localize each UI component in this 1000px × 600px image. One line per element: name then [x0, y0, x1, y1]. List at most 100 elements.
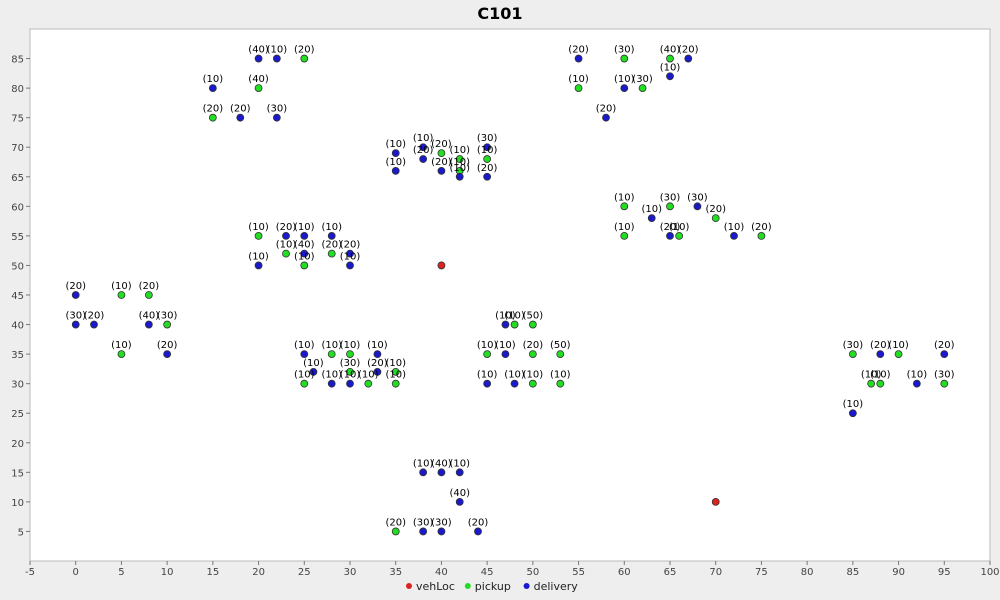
x-tick-label: 55 [572, 567, 585, 578]
delivery-point [419, 468, 428, 477]
delivery-point-label: (10) [641, 204, 662, 215]
delivery-point-label: (10) [385, 157, 406, 168]
y-tick-label: 60 [11, 202, 24, 213]
delivery-point [327, 379, 336, 388]
pickup-point-label: (50) [523, 311, 544, 322]
delivery-point [272, 54, 281, 63]
delivery-point [71, 320, 80, 329]
delivery-point [327, 231, 336, 240]
pickup-point [528, 320, 537, 329]
plot-area [29, 28, 991, 562]
delivery-point-label: (20) [230, 104, 251, 115]
delivery-point-label: (10) [660, 62, 681, 73]
delivery-point-label: (10) [449, 163, 470, 174]
pickup-point [483, 155, 492, 163]
delivery-point [419, 143, 428, 152]
pickup-point-label: (10) [523, 370, 544, 381]
delivery-point-label: (40) [294, 240, 315, 251]
y-tick-label: 55 [11, 232, 24, 243]
y-tick-label: 85 [11, 55, 24, 66]
pickup-point-label: (30) [632, 74, 653, 85]
delivery-point [574, 54, 583, 63]
delivery-point [848, 409, 857, 418]
delivery-point [437, 527, 446, 536]
y-tick-label: 10 [11, 498, 24, 509]
pickup-point [300, 261, 309, 270]
delivery-point-label: (10) [321, 370, 342, 381]
x-tick-label: 70 [709, 567, 722, 578]
delivery-point-label: (20) [367, 358, 388, 369]
delivery-point [346, 261, 354, 270]
x-tick-label: 20 [252, 567, 265, 578]
pickup-point [528, 350, 537, 359]
legend-label-pickup: pickup [475, 580, 511, 593]
delivery-point [437, 468, 446, 477]
delivery-point [272, 113, 281, 122]
delivery-point [455, 172, 464, 181]
y-tick-label: 35 [11, 350, 24, 361]
pickup-point [711, 214, 720, 223]
pickup-point-label: (20) [751, 222, 772, 233]
delivery-point [300, 249, 309, 258]
delivery-point [666, 231, 674, 240]
pickup-point [666, 202, 674, 211]
pickup-point [254, 231, 263, 240]
delivery-point-label: (30) [65, 311, 86, 322]
delivery-point-label: (40) [139, 311, 160, 322]
delivery-point-label: (10) [477, 370, 498, 381]
pickup-point [117, 350, 126, 359]
pickup-point [117, 291, 126, 299]
pickup-point [556, 379, 565, 388]
delivery-point-label: (20) [596, 104, 617, 115]
delivery-point-label: (40) [248, 45, 269, 56]
legend-marker-pickup [464, 583, 471, 589]
y-tick-label: 5 [18, 527, 24, 538]
pickup-point-label: (20) [294, 45, 315, 56]
delivery-point-label: (20) [276, 222, 297, 233]
delivery-point-label: (30) [413, 517, 434, 528]
delivery-point-label: (20) [431, 157, 452, 168]
pickup-point [254, 84, 263, 93]
legend-label-vehLoc: vehLoc [416, 580, 455, 593]
pickup-point [163, 320, 172, 329]
vehLoc-point [711, 497, 720, 506]
x-tick-label: 90 [892, 567, 905, 578]
delivery-point-label: (10) [267, 45, 288, 56]
pickup-point [346, 350, 354, 359]
delivery-point [373, 367, 382, 376]
pickup-point-label: (10) [870, 370, 891, 381]
pickup-point-label: (10) [294, 251, 315, 262]
x-tick-label: 10 [161, 567, 174, 578]
x-tick-label: 15 [206, 567, 219, 578]
legend-label-delivery: delivery [534, 580, 579, 593]
pickup-point-label: (10) [294, 370, 315, 381]
pickup-point-label: (10) [614, 222, 635, 233]
pickup-point [282, 249, 290, 258]
delivery-point [419, 527, 428, 536]
y-tick-label: 45 [11, 291, 24, 302]
x-tick-label: 95 [938, 567, 951, 578]
pickup-point-label: (10) [477, 340, 498, 351]
delivery-point-label: (40) [449, 488, 470, 499]
pickup-point-label: (40) [660, 45, 681, 56]
pickup-point [391, 367, 400, 376]
pickup-point [510, 320, 519, 329]
y-tick-label: 25 [11, 409, 24, 420]
x-tick-label: 65 [664, 567, 677, 578]
delivery-point-label: (10) [303, 358, 324, 369]
pickup-point-label: (20) [705, 204, 726, 215]
delivery-point-label: (30) [431, 517, 452, 528]
y-tick-label: 30 [11, 380, 24, 391]
delivery-point [602, 113, 610, 122]
pickup-point [144, 291, 153, 299]
pickup-point-label: (10) [321, 340, 342, 351]
delivery-point-label: (10) [294, 340, 315, 351]
pickup-point-label: (10) [568, 74, 589, 85]
delivery-point-label: (20) [468, 517, 489, 528]
pickup-point-label: (30) [934, 370, 955, 381]
delivery-point [647, 214, 656, 223]
pickup-point [437, 149, 446, 158]
delivery-point-label: (10) [413, 133, 434, 144]
delivery-point [236, 113, 245, 122]
delivery-point-label: (10) [340, 251, 361, 262]
